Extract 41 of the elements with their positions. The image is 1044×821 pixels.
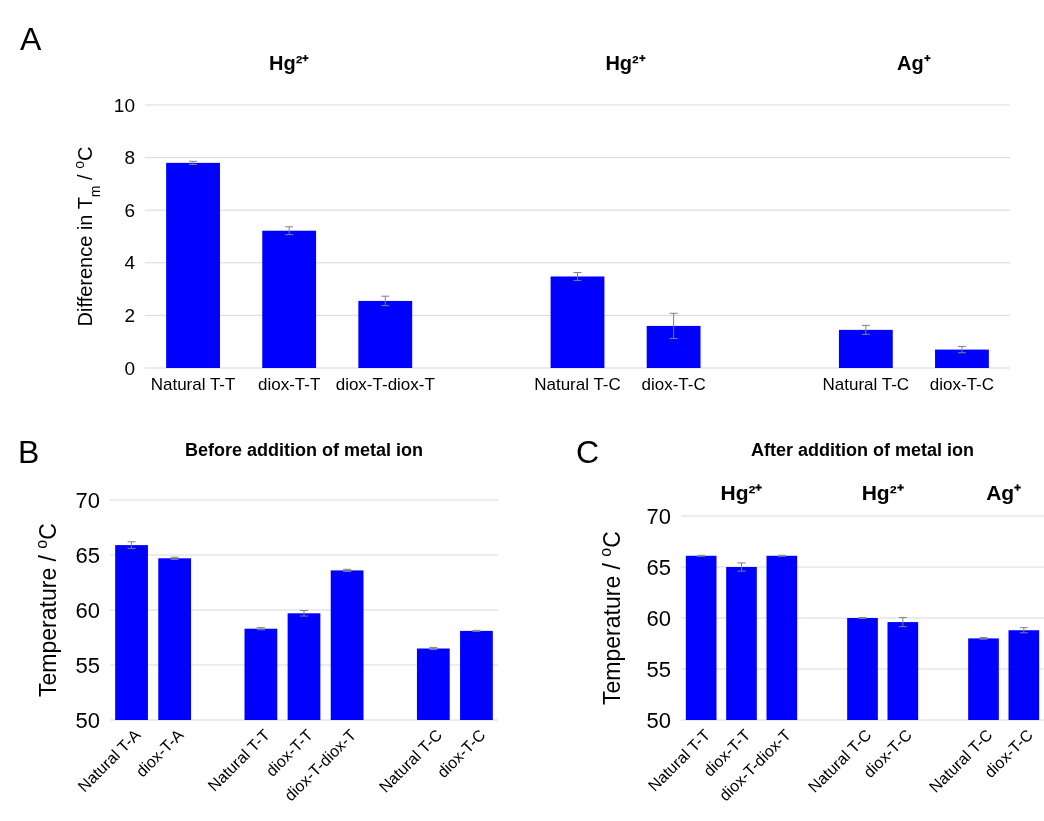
text: Ag⁺ [986,481,1022,504]
bar [550,276,605,368]
text: Hg²⁺ [720,481,763,504]
text: Hg²⁺ [861,481,904,504]
y-tick-label: 50 [75,707,100,733]
bar [935,349,989,368]
x-tick-label: Natural T-T [150,375,236,394]
x-tick-label: Natural T-C [822,375,910,394]
y-tick-label: 6 [124,199,135,221]
text: A [20,21,42,57]
y-tick-label: 55 [646,656,671,682]
y-tick-label: 10 [113,94,135,116]
x-tick-label: diox-T-T [257,375,321,394]
text: C [576,434,600,470]
y-tick-label: 4 [124,252,136,274]
text: Hg²⁺ [605,52,646,74]
y-tick-label: 65 [646,554,671,580]
y-tick-label: 2 [124,305,135,327]
x-tick-label: diox-T-C [641,375,706,394]
x-tick-label: diox-T-C [929,375,995,394]
chart-title: After addition of metal ion [751,440,974,460]
text: Hg²⁺ [269,52,310,74]
y-tick-label: 0 [124,357,135,379]
y-tick-label: 50 [646,707,671,733]
x-tick-label: diox-T-diox-T [335,375,435,394]
text: Ag⁺ [897,52,931,74]
bar [838,329,893,368]
y-tick-label: 60 [75,597,100,623]
text: B [18,434,40,470]
bar [262,230,317,368]
x-tick-label: Natural T-C [534,375,621,394]
chart-title: Before addition of metal ion [184,440,424,460]
bar [358,300,413,368]
y-tick-label: 65 [75,542,100,568]
bar [166,162,220,368]
y-tick-label: 8 [124,147,135,169]
y-tick-label: 70 [646,503,671,529]
bar [646,325,701,368]
y-tick-label: 70 [75,487,100,513]
y-tick-label: 60 [646,605,671,631]
y-tick-label: 55 [75,652,100,678]
